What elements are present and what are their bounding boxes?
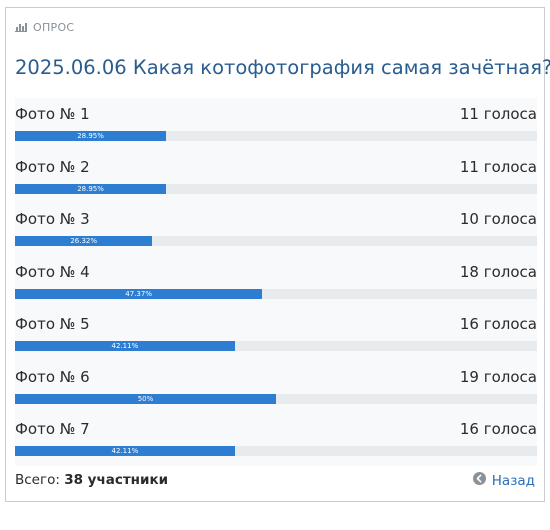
- total-participants: Всего: 38 участники: [15, 472, 168, 488]
- option-label: Фото № 4: [15, 262, 90, 281]
- back-button[interactable]: Назад: [472, 472, 535, 489]
- progress-bar: 28.95%: [15, 131, 167, 141]
- option-votes: 10 голоса: [459, 210, 537, 228]
- option-votes: 16 голоса: [459, 315, 537, 333]
- progress-bar: 50%: [15, 393, 276, 404]
- option-label: Фото № 6: [15, 367, 90, 386]
- progress-bar: 42.11%: [15, 341, 235, 351]
- option-label: Фото № 3: [15, 210, 90, 228]
- poll-header: ОПРОС: [15, 20, 74, 34]
- option-label: Фото № 5: [15, 315, 90, 333]
- progress-track: 28.95%: [15, 183, 537, 194]
- poll-option: Фото № 7 16 голоса 42.11%: [15, 413, 537, 466]
- arrow-left-circle-icon: [472, 472, 486, 489]
- option-votes: 19 голоса: [459, 367, 537, 386]
- option-label: Фото № 7: [15, 420, 90, 438]
- progress-bar: 42.11%: [15, 446, 235, 456]
- progress-track: 26.32%: [15, 236, 537, 246]
- progress-track: 50%: [15, 393, 537, 404]
- progress-bar: 28.95%: [15, 183, 167, 194]
- progress-track: 47.37%: [15, 288, 537, 299]
- poll-header-label: ОПРОС: [33, 20, 75, 34]
- progress-track: 28.95%: [15, 131, 537, 141]
- poll-option: Фото № 5 16 голоса 42.11%: [15, 308, 537, 361]
- progress-track: 42.11%: [15, 341, 537, 351]
- poll-option: Фото № 4 18 голоса 47.37%: [15, 256, 537, 309]
- progress-track: 42.11%: [15, 446, 537, 456]
- total-value: 38 участники: [64, 472, 169, 488]
- poll-option: Фото № 1 11 голоса 28.95%: [15, 98, 537, 151]
- option-label: Фото № 2: [15, 157, 90, 176]
- option-votes: 11 голоса: [459, 105, 537, 123]
- poll-footer: Всего: 38 участники Назад: [15, 470, 535, 490]
- progress-bar: 47.37%: [15, 288, 263, 299]
- poll-options: Фото № 1 11 голоса 28.95% Фото № 2 11 голоса…: [15, 98, 537, 466]
- option-votes: 11 голоса: [459, 157, 537, 176]
- option-votes: 18 голоса: [459, 262, 537, 281]
- poll-widget: ОПРОС 2025.06.06 Какая котофотография са…: [5, 7, 550, 502]
- poll-option: Фото № 6 19 голоса 50%: [15, 361, 537, 414]
- total-prefix: Всего:: [15, 472, 60, 488]
- option-votes: 16 голоса: [459, 420, 537, 438]
- option-label: Фото № 1: [15, 105, 90, 123]
- bar-chart-icon: [15, 22, 27, 32]
- back-label: Назад: [491, 472, 535, 489]
- poll-title: 2025.06.06 Какая котофотография самая за…: [15, 56, 550, 79]
- poll-option: Фото № 3 10 голоса 26.32%: [15, 203, 537, 256]
- progress-bar: 26.32%: [15, 236, 153, 246]
- poll-option: Фото № 2 11 голоса 28.95%: [15, 151, 537, 204]
